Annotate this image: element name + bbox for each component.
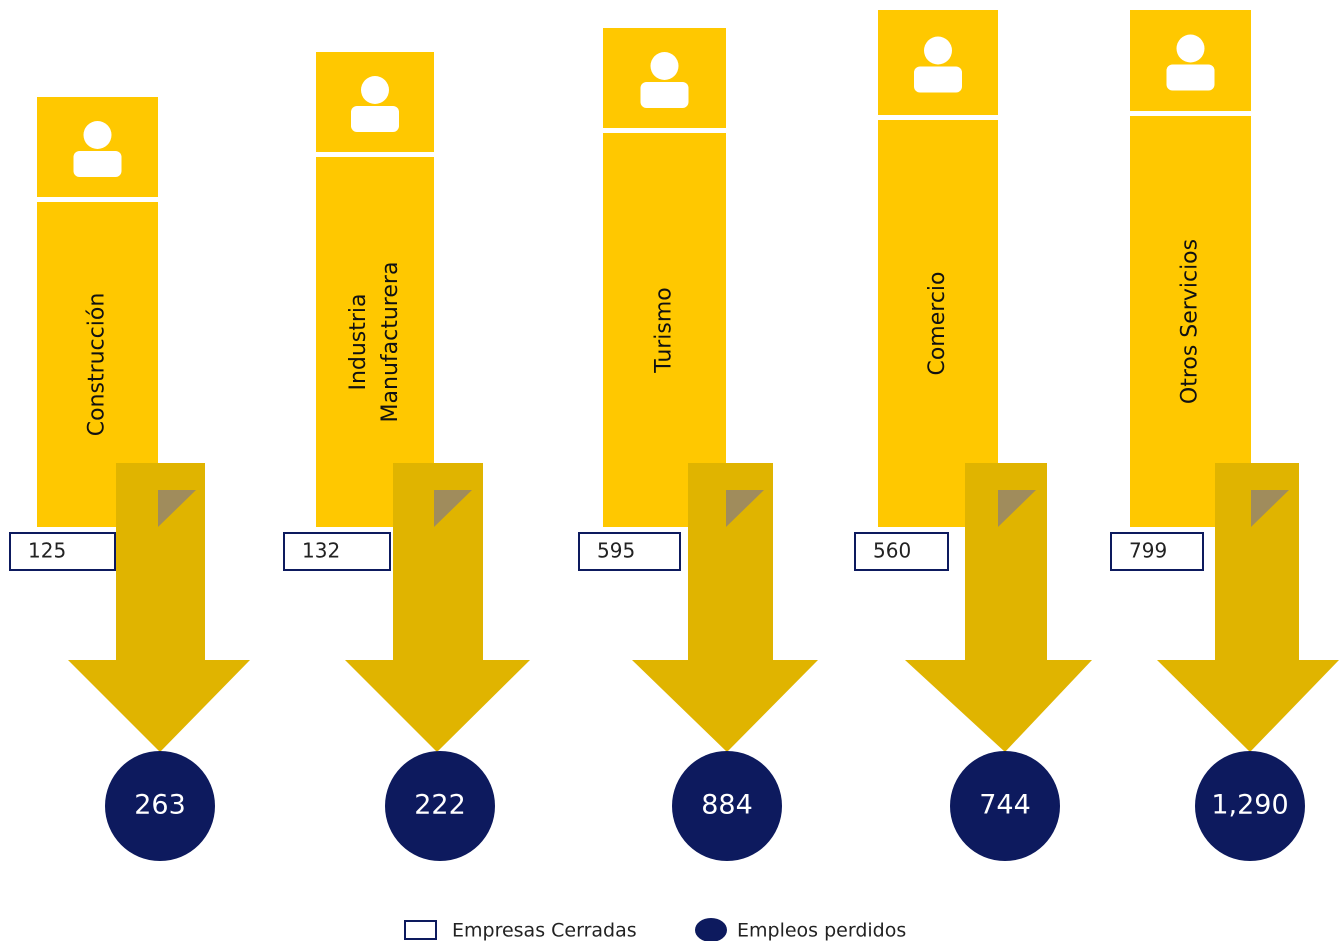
sector-name: Comercio bbox=[925, 271, 950, 375]
icon bbox=[1166, 64, 1215, 91]
sector-bar bbox=[878, 120, 998, 527]
icon bbox=[1176, 34, 1205, 63]
fold bbox=[726, 490, 764, 527]
legend-label: Empleos perdidos bbox=[737, 920, 906, 941]
sector-bar bbox=[1130, 116, 1251, 527]
empleos-value: 263 bbox=[134, 790, 186, 821]
arrow-head bbox=[345, 660, 530, 752]
sector: Turismo 595 884 bbox=[578, 28, 818, 861]
empleos-circle bbox=[385, 751, 495, 861]
empleos-value: 1,290 bbox=[1211, 790, 1288, 821]
sector-name: Construcción bbox=[85, 293, 110, 437]
empresas-box bbox=[854, 532, 949, 571]
icon bbox=[924, 36, 952, 65]
icon bbox=[914, 66, 962, 93]
icon bbox=[83, 121, 112, 149]
arrow-head bbox=[905, 660, 1092, 752]
fold bbox=[434, 490, 472, 527]
sector: Industria Manufacturera 132 222 bbox=[283, 52, 530, 861]
icon bbox=[650, 52, 679, 80]
sector-name: Industria bbox=[346, 293, 371, 390]
empresas-value: 595 bbox=[597, 539, 635, 563]
empleos-circle bbox=[105, 751, 215, 861]
sector: Comercio 560 744 bbox=[854, 10, 1092, 861]
empleos-value: 744 bbox=[979, 790, 1031, 821]
fold bbox=[998, 490, 1036, 527]
icon bbox=[351, 106, 399, 132]
empresas-value: 125 bbox=[28, 539, 66, 563]
arrow-head bbox=[68, 660, 250, 752]
empresas-value: 560 bbox=[873, 539, 911, 563]
empresas-box bbox=[283, 532, 391, 571]
legend-circle bbox=[695, 918, 727, 941]
icon bbox=[73, 151, 122, 177]
empresas-box bbox=[1110, 532, 1204, 571]
sector: Construcción 125 263 bbox=[9, 97, 250, 861]
fold bbox=[1251, 490, 1289, 527]
empleos-circle bbox=[672, 751, 782, 861]
icon bbox=[361, 76, 389, 104]
empresas-box bbox=[9, 532, 116, 571]
empleos-circle bbox=[1195, 751, 1305, 861]
fold bbox=[158, 490, 196, 527]
empleos-value: 884 bbox=[701, 790, 753, 821]
empleos-value: 222 bbox=[414, 790, 466, 821]
arrow-head bbox=[1157, 660, 1339, 752]
legend-square bbox=[404, 920, 437, 940]
arrow-head bbox=[632, 660, 818, 752]
sector-name: Manufacturera bbox=[378, 262, 403, 423]
empresas-box bbox=[578, 532, 681, 571]
sector-name: Turismo bbox=[652, 287, 677, 374]
sector-name: Otros Servicios bbox=[1178, 239, 1203, 404]
empleos-circle bbox=[950, 751, 1060, 861]
legend-label: Empresas Cerradas bbox=[452, 920, 637, 941]
icon bbox=[640, 82, 689, 108]
sector-bar bbox=[603, 133, 726, 527]
empresas-value: 799 bbox=[1129, 539, 1167, 563]
empresas-value: 132 bbox=[302, 539, 340, 563]
sector: Otros Servicios 799 1,290 bbox=[1110, 10, 1339, 861]
